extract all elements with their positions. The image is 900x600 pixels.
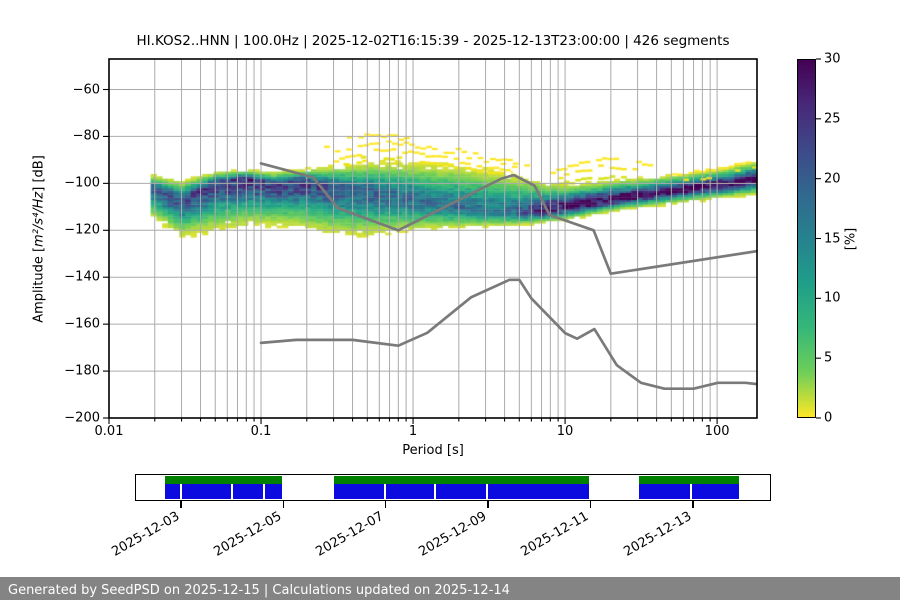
footer-bar: Generated by SeedPSD on 2025-12-15 | Cal… — [0, 577, 900, 600]
colorbar-tick-label: 25 — [824, 111, 841, 127]
coverage-gap-divider — [263, 484, 266, 499]
y-axis-label-suffix: ] [dB] — [31, 155, 47, 192]
x-tick-label: 0.01 — [94, 424, 124, 439]
coverage-gap-divider — [180, 484, 182, 499]
coverage-date-label: 2025-12-07 — [313, 509, 387, 560]
y-tick-label: −140 — [64, 269, 100, 285]
colorbar-tick-label: 15 — [824, 231, 841, 246]
y-tick-label: −160 — [64, 316, 100, 332]
x-tick-label: 100 — [704, 424, 730, 439]
coverage-tick-mark — [589, 501, 592, 508]
x-tick-label: 0.1 — [250, 424, 272, 439]
coverage-tick-mark — [384, 501, 387, 508]
y-axis-label-prefix: Amplitude [ — [31, 246, 47, 323]
coverage-date-label: 2025-12-03 — [108, 509, 182, 560]
coverage-segment-blue — [164, 484, 283, 499]
coverage-segment-blue — [639, 484, 739, 499]
coverage-tick-mark — [487, 501, 489, 508]
coverage-tick-mark — [692, 501, 694, 508]
colorbar-tick-label: 5 — [824, 350, 833, 366]
y-tick-label: −100 — [64, 175, 100, 191]
coverage-date-label: 2025-12-09 — [416, 509, 490, 560]
coverage-date-label: 2025-12-05 — [211, 509, 285, 560]
y-tick-label: −80 — [72, 128, 100, 144]
coverage-tick-mark — [180, 501, 182, 508]
y-tick-label: −200 — [64, 410, 100, 426]
colorbar-tick-label: 0 — [824, 410, 833, 426]
ppsd-heatmap-canvas — [109, 59, 757, 418]
x-tick-label: 10 — [556, 424, 574, 439]
y-tick-label: −60 — [72, 82, 100, 97]
y-axis-label: Amplitude [m²/s⁴/Hz] [dB] — [32, 155, 47, 323]
coverage-gap-divider — [486, 484, 489, 499]
coverage-date-label: 2025-12-13 — [620, 509, 694, 560]
colorbar-tick-label: 20 — [824, 171, 841, 187]
chart-title: HI.KOS2..HNN | 100.0Hz | 2025-12-02T16:1… — [136, 33, 730, 49]
coverage-gap-divider — [434, 484, 437, 499]
coverage-segment-green — [639, 476, 739, 484]
coverage-gap-divider — [384, 484, 387, 499]
coverage-gap-divider — [690, 484, 693, 499]
footer-text: Generated by SeedPSD on 2025-12-15 | Cal… — [8, 583, 510, 598]
coverage-gap-divider — [231, 484, 234, 499]
x-tick-label: 1 — [408, 424, 418, 439]
colorbar-tick-label: 10 — [824, 290, 841, 306]
coverage-segment-blue — [333, 484, 589, 499]
coverage-segment-green — [333, 476, 589, 484]
y-tick-label: −180 — [64, 363, 100, 379]
coverage-tick-mark — [282, 501, 284, 508]
coverage-date-label: 2025-12-11 — [518, 509, 592, 560]
x-axis-label: Period [s] — [402, 443, 464, 458]
y-axis-label-units: m²/s⁴/Hz — [31, 191, 47, 247]
y-tick-label: −120 — [64, 222, 100, 238]
colorbar-gradient — [797, 59, 816, 418]
data-coverage-bar — [135, 474, 771, 501]
coverage-segment-green — [164, 476, 283, 484]
colorbar-tick-label: 30 — [824, 51, 841, 67]
colorbar-label: [%] — [843, 227, 859, 251]
